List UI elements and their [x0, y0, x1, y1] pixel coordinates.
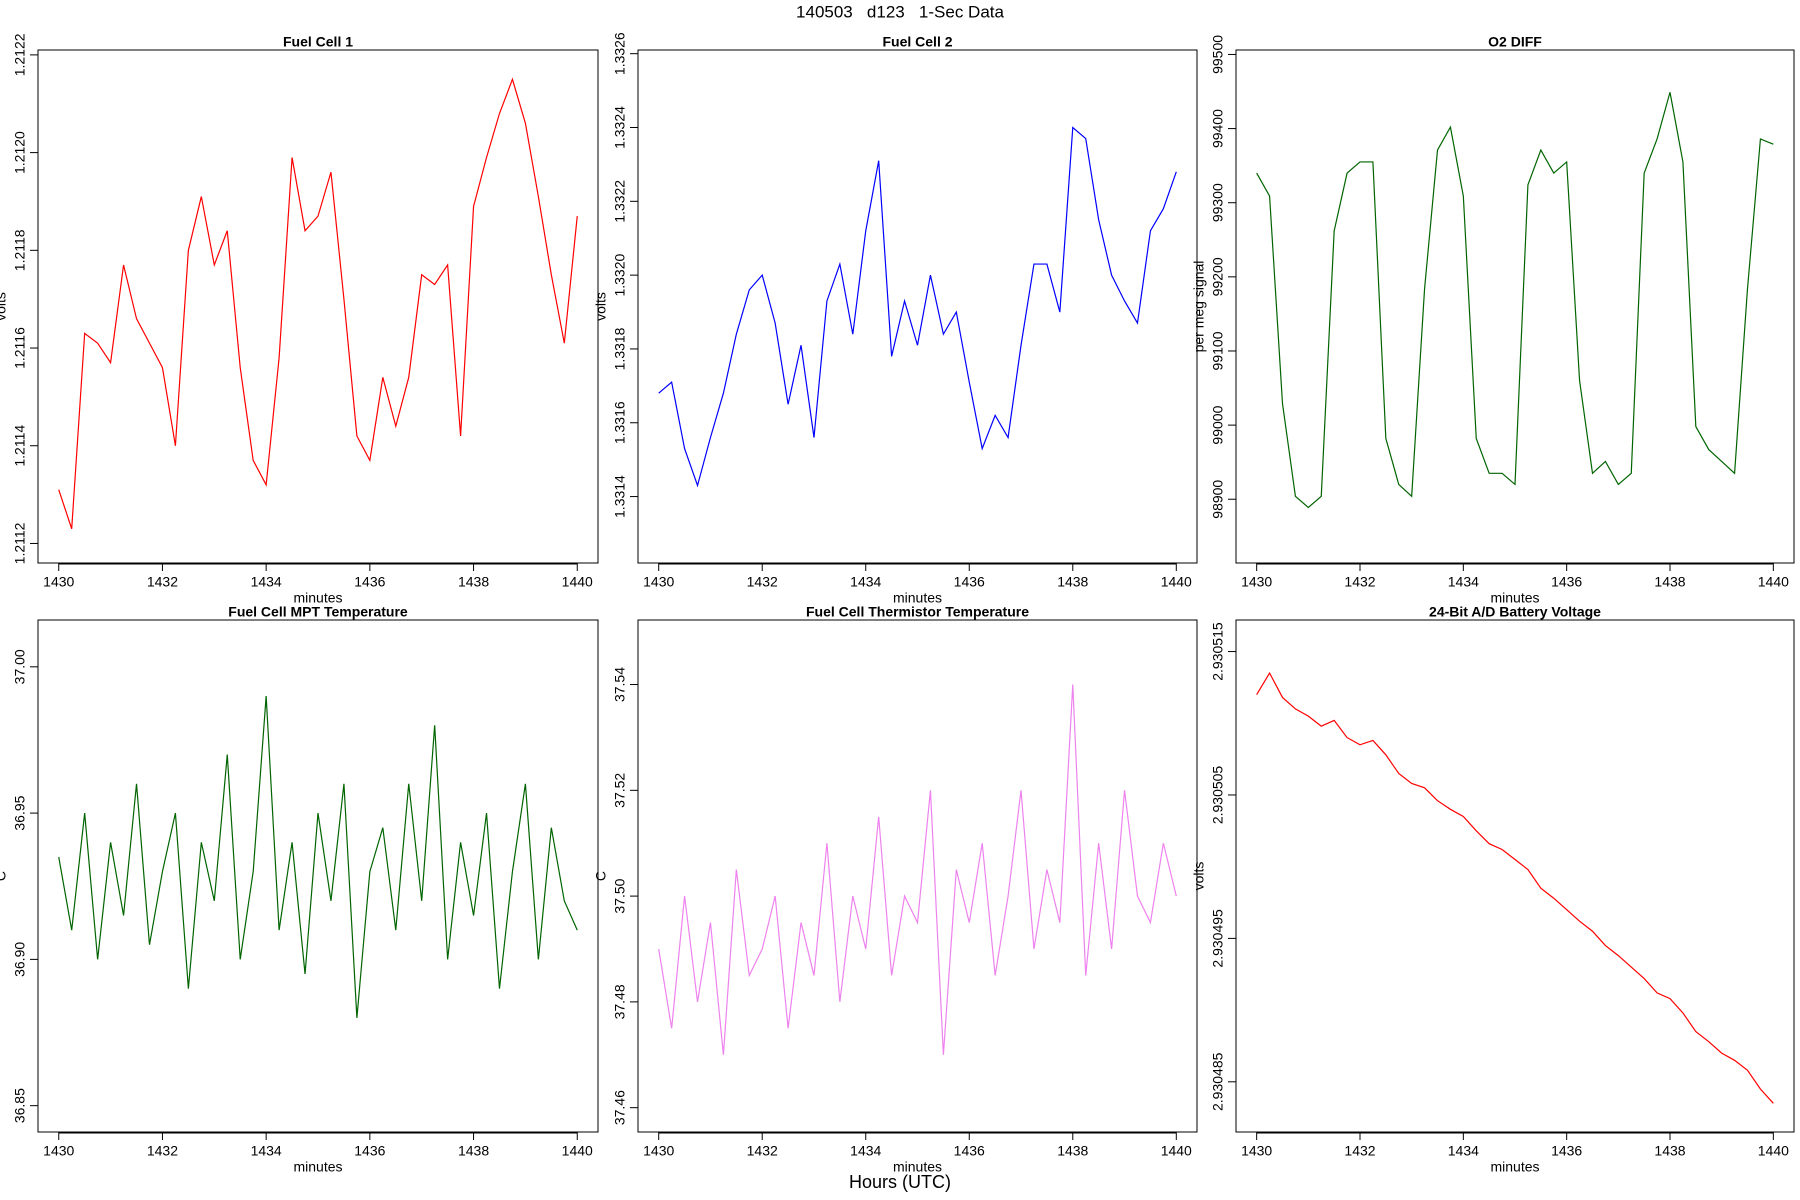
- y-tick-label: 36.95: [12, 795, 28, 830]
- x-tick-label: 1440: [1758, 574, 1789, 590]
- x-axis-label: minutes: [293, 590, 342, 606]
- x-axis-label: minutes: [893, 590, 942, 606]
- x-tick-label: 1432: [747, 574, 778, 590]
- x-axis-label: minutes: [293, 1159, 342, 1175]
- y-tick-label: 98900: [1210, 480, 1226, 519]
- y-tick-label: 37.46: [612, 1090, 628, 1125]
- x-tick-label: 1436: [354, 574, 385, 590]
- panel-title: Fuel Cell 2: [882, 34, 952, 50]
- x-tick-label: 1436: [1551, 1143, 1582, 1159]
- data-line: [658, 126, 1177, 488]
- y-tick-label: 37.50: [612, 878, 628, 913]
- y-axis-label: volts: [1191, 862, 1207, 891]
- x-axis-label: minutes: [1490, 1159, 1539, 1175]
- y-tick-label: 1.3316: [612, 401, 628, 444]
- x-tick-label: 1434: [251, 1143, 282, 1159]
- x-tick-label: 1438: [458, 1143, 489, 1159]
- panel-title: O2 DIFF: [1488, 34, 1542, 50]
- x-tick-label: 1436: [954, 574, 985, 590]
- x-axis-label: minutes: [1490, 590, 1539, 606]
- x-tick-label: 1440: [1161, 574, 1192, 590]
- x-tick-label: 1438: [458, 574, 489, 590]
- x-tick-label: 1436: [354, 1143, 385, 1159]
- x-tick-label: 1438: [1057, 574, 1088, 590]
- data-line: [58, 696, 578, 1018]
- data-line: [1256, 671, 1774, 1104]
- y-tick-label: 99400: [1210, 109, 1226, 148]
- y-tick-label: 99500: [1210, 35, 1226, 74]
- y-axis-label: volts: [593, 292, 609, 321]
- y-tick-label: 1.2120: [12, 131, 28, 174]
- y-tick-label: 1.2116: [12, 327, 28, 369]
- y-tick-label: 1.3326: [612, 32, 628, 75]
- x-tick-label: 1434: [1448, 1143, 1479, 1159]
- y-axis-label: C: [0, 871, 9, 881]
- y-tick-label: 37.48: [612, 984, 628, 1019]
- panel-title: 24-Bit A/D Battery Voltage: [1429, 604, 1601, 620]
- y-tick-label: 1.3318: [612, 327, 628, 370]
- y-axis-label: C: [593, 871, 609, 881]
- y-tick-label: 37.54: [612, 667, 628, 702]
- y-tick-label: 1.3314: [612, 475, 628, 518]
- x-tick-label: 1430: [643, 1143, 674, 1159]
- x-tick-label: 1430: [1241, 1143, 1272, 1159]
- y-tick-label: 1.2112: [12, 522, 28, 564]
- x-tick-label: 1434: [251, 574, 282, 590]
- y-tick-label: 37.52: [612, 773, 628, 808]
- y-tick-label: 36.90: [12, 942, 28, 977]
- figure-title: 140503 d123 1-Sec Data: [796, 2, 1004, 21]
- x-tick-label: 1430: [43, 574, 74, 590]
- x-tick-label: 1438: [1654, 1143, 1685, 1159]
- y-tick-label: 1.2114: [12, 425, 28, 467]
- x-axis-label: minutes: [893, 1159, 942, 1175]
- x-tick-label: 1432: [747, 1143, 778, 1159]
- panel-title: Fuel Cell MPT Temperature: [228, 604, 408, 620]
- data-line: [658, 684, 1177, 1055]
- panel-title: Fuel Cell 1: [283, 34, 353, 50]
- x-tick-label: 1440: [562, 574, 593, 590]
- x-tick-label: 1430: [1241, 574, 1272, 590]
- x-tick-label: 1432: [147, 1143, 178, 1159]
- y-tick-label: 1.3322: [612, 180, 628, 223]
- y-tick-label: 1.3320: [612, 254, 628, 297]
- x-tick-label: 1438: [1654, 574, 1685, 590]
- x-tick-label: 1440: [1161, 1143, 1192, 1159]
- x-tick-label: 1432: [147, 574, 178, 590]
- y-tick-label: 2.930485: [1210, 1052, 1226, 1111]
- data-line: [1256, 92, 1774, 509]
- x-tick-label: 1434: [850, 574, 881, 590]
- y-tick-label: 1.3324: [612, 106, 628, 149]
- y-tick-label: 37.00: [12, 649, 28, 684]
- y-tick-label: 99200: [1210, 257, 1226, 296]
- x-tick-label: 1430: [643, 574, 674, 590]
- x-tick-label: 1436: [954, 1143, 985, 1159]
- x-tick-label: 1434: [850, 1143, 881, 1159]
- y-tick-label: 1.2122: [12, 33, 28, 76]
- data-line: [58, 77, 578, 529]
- y-tick-label: 99000: [1210, 405, 1226, 444]
- x-tick-label: 1430: [43, 1143, 74, 1159]
- x-tick-label: 1438: [1057, 1143, 1088, 1159]
- y-axis-label: per meg signal: [1191, 261, 1207, 353]
- y-tick-label: 2.930505: [1210, 766, 1226, 825]
- y-tick-label: 2.930515: [1210, 622, 1226, 681]
- x-tick-label: 1434: [1448, 574, 1479, 590]
- panel-title: Fuel Cell Thermistor Temperature: [806, 604, 1029, 620]
- figure-xlabel: Hours (UTC): [849, 1172, 951, 1192]
- y-tick-label: 2.930495: [1210, 909, 1226, 968]
- y-tick-label: 99300: [1210, 183, 1226, 222]
- x-tick-label: 1432: [1344, 574, 1375, 590]
- y-axis-label: volts: [0, 292, 9, 321]
- x-tick-label: 1436: [1551, 574, 1582, 590]
- x-tick-label: 1440: [1758, 1143, 1789, 1159]
- x-tick-label: 1440: [562, 1143, 593, 1159]
- y-tick-label: 1.2118: [12, 229, 28, 271]
- y-tick-label: 36.85: [12, 1088, 28, 1123]
- y-tick-label: 99100: [1210, 331, 1226, 370]
- x-tick-label: 1432: [1344, 1143, 1375, 1159]
